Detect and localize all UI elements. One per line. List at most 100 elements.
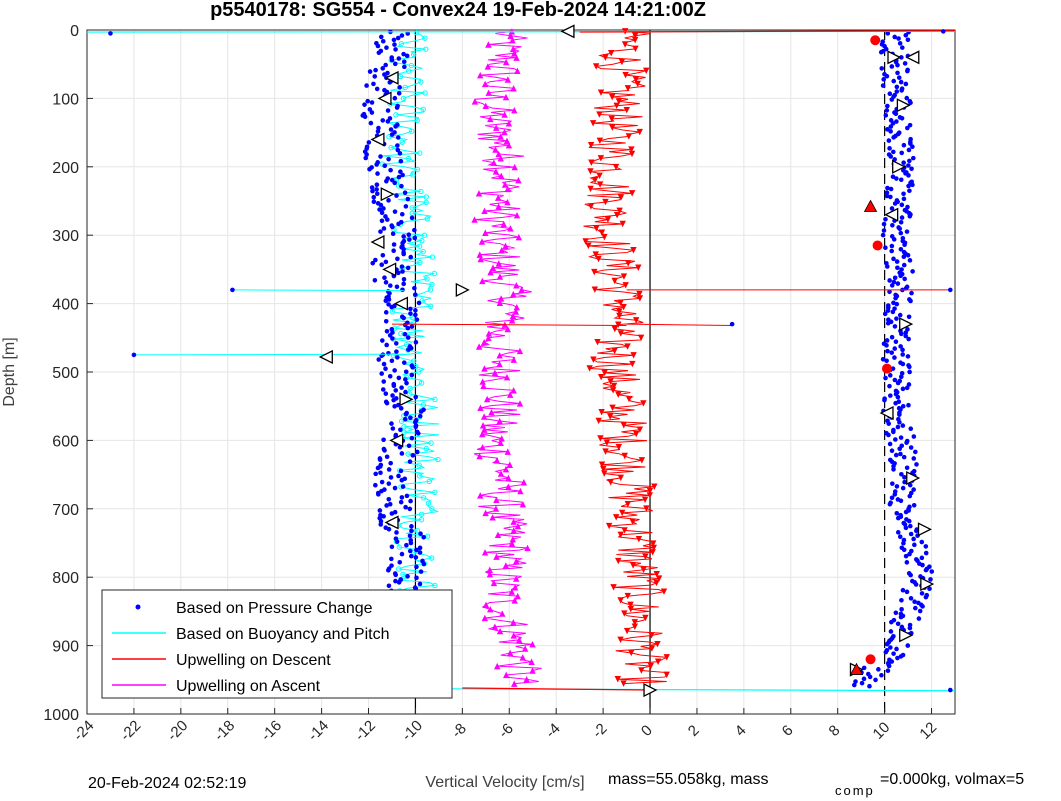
pressure-dot-ascent — [907, 551, 912, 557]
pressure-dot-descent — [369, 185, 375, 190]
pressure-dot-descent — [375, 465, 381, 471]
pressure-dot-descent — [385, 108, 391, 113]
upwelling-ascent-marker — [480, 338, 488, 346]
pressure-dot-descent — [413, 555, 419, 560]
pressure-dot-descent — [380, 338, 385, 343]
pressure-dot-ascent — [909, 166, 914, 172]
pressure-dot-descent — [386, 467, 392, 472]
pressure-dot-ascent — [907, 493, 913, 499]
pressure-dot-ascent — [898, 177, 904, 183]
red-circle-marker — [872, 240, 883, 251]
pressure-dot-descent — [365, 98, 371, 104]
pressure-dot-ascent — [906, 382, 912, 387]
upwelling-ascent-marker — [506, 649, 514, 657]
chart-title: p5540178: SG554 - Convex24 19-Feb-2024 1… — [210, 0, 706, 21]
pressure-dot-descent — [386, 350, 391, 356]
pressure-dot-ascent — [890, 222, 895, 228]
upwelling-descent-marker — [589, 120, 597, 127]
pressure-dot-descent — [406, 347, 411, 352]
triangle-marker — [906, 470, 921, 486]
upwelling-ascent-marker — [477, 492, 484, 499]
upwelling-ascent-marker — [498, 435, 505, 442]
pressure-dot-ascent — [899, 471, 904, 477]
upwelling-descent-marker — [621, 452, 628, 460]
outlier-point — [131, 352, 137, 358]
upwelling-ascent-marker — [502, 58, 510, 66]
pressure-dot-ascent — [893, 400, 898, 406]
pressure-dot-descent — [408, 254, 414, 260]
pressure-dot-ascent — [892, 355, 897, 360]
x-tick-labels: -24 -22 -20 -18 -16 -14 -12 -10 -8 -6 -4 -2 0 2 4 6 8 10 1… — [70, 708, 940, 744]
upwelling-descent-marker — [617, 597, 624, 604]
x-tick-label: 2 — [685, 722, 703, 740]
pressure-dot-ascent — [898, 230, 904, 236]
buoyancy-point — [418, 511, 425, 517]
upwelling-descent-marker — [605, 522, 613, 530]
pressure-dot-descent — [384, 454, 390, 460]
upwelling-ascent-marker — [493, 553, 500, 560]
y-tick-label: 400 — [52, 297, 79, 314]
pressure-dot-descent — [374, 187, 379, 192]
pressure-dot-descent — [414, 575, 419, 581]
upwelling-descent-marker — [616, 308, 623, 315]
upwelling-ascent-marker — [477, 404, 484, 412]
upwelling-descent-marker — [596, 111, 603, 118]
pressure-dot-ascent — [898, 498, 904, 504]
upwelling-descent-marker — [640, 400, 647, 407]
buoyancy-point — [416, 369, 422, 375]
pressure-dot-ascent — [901, 540, 906, 546]
pressure-dot-descent — [418, 569, 424, 574]
upwelling-descent-marker — [629, 360, 636, 368]
pressure-dot-ascent — [881, 77, 887, 82]
buoyancy-point — [419, 237, 425, 244]
upwelling-descent-marker — [596, 181, 604, 188]
upwelling-descent-marker — [621, 610, 628, 617]
pressure-dot-descent — [389, 358, 395, 364]
upwelling-descent-line — [583, 30, 669, 685]
upwelling-descent-marker — [629, 562, 637, 569]
upwelling-ascent-marker — [487, 606, 494, 613]
pressure-dot-descent — [386, 583, 392, 589]
pressure-dot-descent — [391, 248, 396, 253]
outlier-point — [948, 287, 953, 293]
pressure-dot-ascent — [891, 429, 896, 435]
buoyancy-point — [427, 287, 434, 293]
triangle-marker — [887, 50, 902, 65]
pressure-dot-descent — [398, 427, 403, 433]
upwelling-descent-marker — [648, 632, 655, 639]
pressure-dot-ascent — [904, 560, 910, 565]
pressure-dot-descent — [384, 178, 389, 184]
pressure-dot-ascent — [899, 55, 904, 60]
pressure-dot-ascent — [897, 446, 903, 452]
buoyancy-point — [409, 128, 415, 134]
pressure-dot-ascent — [882, 311, 888, 317]
upwelling-ascent-marker — [509, 535, 517, 543]
pressure-dot-descent — [383, 310, 389, 315]
pressure-dot-ascent — [906, 147, 912, 153]
pressure-dot-descent — [380, 387, 386, 392]
pressure-dot-ascent — [881, 221, 887, 227]
buoyancy-point — [423, 46, 429, 52]
pressure-dot-ascent — [873, 677, 878, 683]
upwelling-ascent-marker — [510, 387, 517, 394]
buoyancy-point — [401, 429, 407, 435]
pressure-dot-ascent — [889, 448, 895, 454]
pressure-dot-descent — [392, 42, 397, 47]
buoyancy-point — [416, 473, 423, 479]
pressure-dot-descent — [407, 506, 413, 512]
buoyancy-point — [390, 352, 397, 359]
triangle-marker — [393, 296, 409, 311]
upwelling-descent-marker — [601, 369, 608, 377]
pressure-dot-ascent — [904, 589, 910, 595]
buoyancy-point — [399, 139, 405, 145]
pressure-dot-descent — [364, 152, 369, 157]
pressure-dot-ascent — [887, 91, 893, 97]
upwelling-descent-marker — [617, 636, 624, 644]
upwelling-descent-marker — [615, 557, 622, 565]
pressure-dot-ascent — [888, 629, 894, 634]
pressure-dot-descent — [390, 224, 395, 230]
x-tick-label: 12 — [916, 719, 940, 743]
upwelling-descent-marker — [648, 645, 656, 652]
x-tick-label: 8 — [826, 722, 844, 740]
upwelling-descent-marker — [636, 426, 644, 433]
